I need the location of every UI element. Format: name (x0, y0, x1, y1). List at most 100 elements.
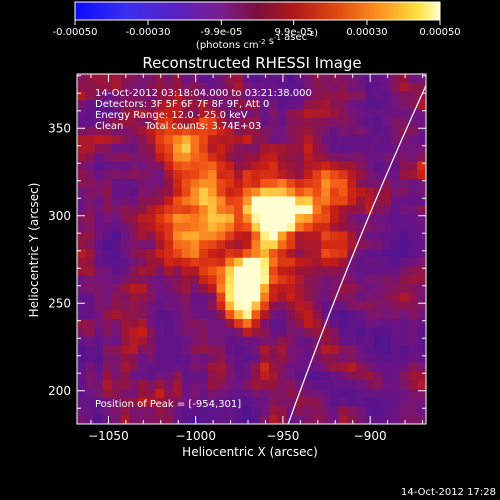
image-pixel (207, 187, 218, 198)
image-pixel (129, 292, 139, 303)
image-pixel (303, 292, 314, 303)
image-pixel (172, 406, 183, 416)
image-pixel (199, 319, 209, 329)
image-pixel (312, 257, 322, 268)
image-pixel (164, 109, 174, 119)
image-pixel (286, 336, 296, 346)
image-pixel (172, 231, 183, 241)
image-pixel (225, 135, 235, 145)
image-pixel (199, 362, 209, 373)
image-pixel (408, 371, 418, 381)
image-pixel (347, 222, 357, 233)
image-pixel (85, 109, 96, 119)
image-pixel (77, 380, 87, 390)
image-pixel (268, 74, 279, 84)
image-pixel (103, 336, 113, 346)
image-pixel (277, 231, 287, 241)
image-pixel (286, 406, 296, 416)
image-pixel (347, 82, 357, 93)
image-pixel (190, 371, 200, 381)
image-pixel (120, 179, 130, 189)
image-pixel (242, 319, 253, 329)
image-pixel (146, 231, 157, 241)
image-pixel (356, 152, 366, 163)
image-pixel (94, 380, 104, 390)
image-pixel (111, 179, 122, 189)
image-pixel (225, 109, 235, 119)
image-pixel (347, 362, 357, 373)
image-pixel (382, 406, 392, 416)
solar-limb-line (287, 83, 426, 424)
image-pixel (146, 249, 157, 259)
image-pixel (199, 310, 209, 320)
image-pixel (207, 336, 218, 346)
image-pixel (303, 135, 314, 145)
image-pixel (382, 109, 392, 119)
image-pixel (277, 196, 287, 206)
image-pixel (234, 135, 244, 145)
image-pixel (338, 327, 349, 338)
image-pixel (190, 74, 200, 84)
image-pixel (260, 196, 270, 206)
image-pixel (321, 354, 331, 364)
image-pixel (172, 327, 183, 338)
image-pixel (268, 214, 279, 224)
image-pixel (207, 109, 218, 119)
image-pixel (146, 161, 157, 171)
image-pixel (225, 284, 235, 294)
image-pixel (356, 135, 366, 145)
image-pixel (190, 161, 200, 171)
image-pixel (364, 135, 375, 145)
image-pixel (164, 222, 174, 233)
image-pixel (77, 205, 87, 215)
image-pixel (347, 231, 357, 241)
image-pixel (85, 100, 96, 110)
image-pixel (199, 144, 209, 154)
image-pixel (138, 257, 148, 268)
image-pixel (111, 257, 122, 268)
image-pixel (268, 135, 279, 145)
image-pixel (181, 117, 192, 128)
image-pixel (364, 187, 375, 198)
image-pixel (216, 187, 226, 198)
image-pixel (181, 231, 192, 241)
image-pixel (417, 231, 426, 241)
image-pixel (94, 371, 104, 381)
image-pixel (164, 126, 174, 136)
image-pixel (277, 214, 287, 224)
image-pixel (303, 74, 314, 84)
image-pixel (216, 327, 226, 338)
image-pixel (77, 336, 87, 346)
image-pixel (94, 354, 104, 364)
image-pixel (321, 284, 331, 294)
image-pixel (225, 170, 235, 180)
annotation-detectors: Detectors: 3F 5F 6F 7F 8F 9F, Att 0 (95, 99, 269, 110)
image-pixel (94, 91, 104, 101)
image-pixel (120, 249, 130, 259)
image-pixel (330, 284, 340, 294)
image-pixel (312, 266, 322, 276)
image-pixel (356, 319, 366, 329)
image-pixel (312, 91, 322, 101)
image-pixel (138, 301, 148, 311)
image-pixel (338, 292, 349, 303)
image-pixel (347, 310, 357, 320)
image-pixel (260, 152, 270, 163)
image-pixel (199, 249, 209, 259)
image-pixel (111, 100, 122, 110)
image-pixel (216, 179, 226, 189)
image-pixel (338, 126, 349, 136)
image-pixel (277, 310, 287, 320)
image-pixel (207, 292, 218, 303)
image-pixel (129, 222, 139, 233)
image-pixel (234, 117, 244, 128)
image-pixel (295, 117, 305, 128)
image-pixel (216, 82, 226, 93)
image-pixel (155, 82, 165, 93)
image-pixel (216, 284, 226, 294)
image-pixel (190, 240, 200, 250)
image-pixel (94, 336, 104, 346)
image-pixel (391, 354, 401, 364)
image-pixel (129, 205, 139, 215)
image-pixel (172, 415, 183, 424)
